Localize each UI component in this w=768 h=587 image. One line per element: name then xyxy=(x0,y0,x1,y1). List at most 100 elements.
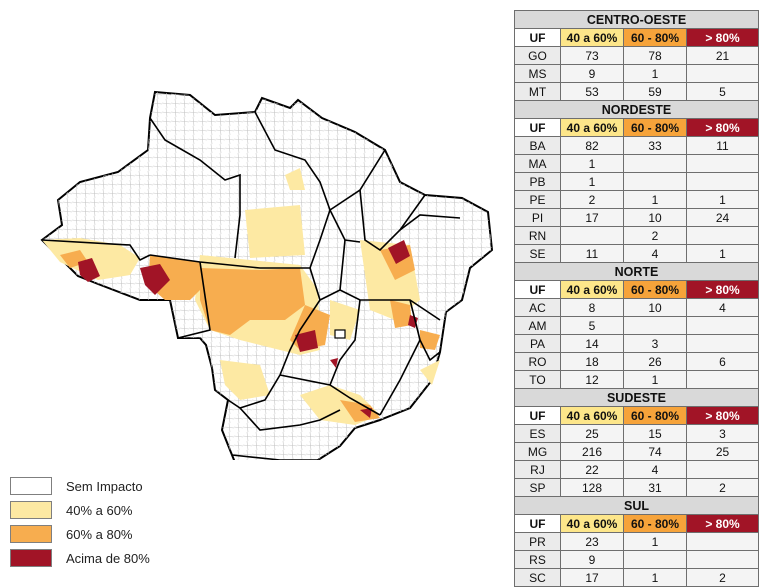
value-cell: 22 xyxy=(560,460,624,479)
value-cell: 1 xyxy=(686,190,759,209)
value-cell: 1 xyxy=(623,568,687,587)
value-cell: 11 xyxy=(686,136,759,155)
uf-cell: TO xyxy=(514,370,561,389)
uf-impact-table: CENTRO-OESTE UF 40 a 60% 60 - 80% > 80% GO 7… xyxy=(514,10,759,587)
legend-item-sem-impacto: Sem Impacto xyxy=(10,474,150,498)
uf-cell: PE xyxy=(514,190,561,209)
uf-cell: MT xyxy=(514,82,561,101)
value-cell xyxy=(623,550,687,569)
header-uf: UF xyxy=(514,118,561,137)
value-cell xyxy=(623,316,687,335)
value-cell: 2 xyxy=(686,478,759,497)
value-cell: 17 xyxy=(560,208,624,227)
value-cell: 2 xyxy=(560,190,624,209)
value-cell xyxy=(560,226,624,245)
uf-cell: RO xyxy=(514,352,561,371)
value-cell: 26 xyxy=(623,352,687,371)
legend-swatch xyxy=(10,501,52,519)
header-60-80: 60 - 80% xyxy=(623,118,687,137)
header-uf: UF xyxy=(514,280,561,299)
header-60-80: 60 - 80% xyxy=(623,406,687,425)
value-cell: 1 xyxy=(623,532,687,551)
value-cell: 78 xyxy=(623,46,687,65)
value-cell: 216 xyxy=(560,442,624,461)
uf-cell: PI xyxy=(514,208,561,227)
value-cell: 6 xyxy=(686,352,759,371)
header-uf: UF xyxy=(514,514,561,533)
value-cell: 4 xyxy=(623,460,687,479)
header-40-60: 40 a 60% xyxy=(560,280,624,299)
uf-cell: AC xyxy=(514,298,561,317)
table-row: GO 73 78 21 xyxy=(514,46,759,65)
table-row: TO 12 1 xyxy=(514,370,759,389)
region-title: CENTRO-OESTE xyxy=(514,10,759,29)
table-row: MA 1 xyxy=(514,154,759,173)
value-cell: 18 xyxy=(560,352,624,371)
region-title: SUDESTE xyxy=(514,388,759,407)
table-row: PB 1 xyxy=(514,172,759,191)
state-borders xyxy=(41,111,461,460)
value-cell: 33 xyxy=(623,136,687,155)
value-cell: 5 xyxy=(686,82,759,101)
uf-cell: MA xyxy=(514,154,561,173)
value-cell: 1 xyxy=(560,172,624,191)
table-row: MG 216 74 25 xyxy=(514,442,759,461)
value-cell: 3 xyxy=(686,424,759,443)
table-row: SC 17 1 2 xyxy=(514,568,759,587)
value-cell: 74 xyxy=(623,442,687,461)
table-row: AC 8 10 4 xyxy=(514,298,759,317)
value-cell: 23 xyxy=(560,532,624,551)
table-row: PA 14 3 xyxy=(514,334,759,353)
value-cell: 1 xyxy=(560,154,624,173)
value-cell: 82 xyxy=(560,136,624,155)
legend-item-40-60: 40% a 60% xyxy=(10,498,150,522)
header-40-60: 40 a 60% xyxy=(560,118,624,137)
region-header-row: CENTRO-OESTE xyxy=(514,10,759,29)
value-cell: 11 xyxy=(560,244,624,263)
region-title: NORTE xyxy=(514,262,759,281)
region-tables: CENTRO-OESTE UF 40 a 60% 60 - 80% > 80% GO 7… xyxy=(514,10,759,587)
value-cell: 9 xyxy=(560,550,624,569)
table-row: MS 9 1 xyxy=(514,64,759,83)
map-legend: Sem Impacto 40% a 60% 60% a 80% Acima de… xyxy=(10,474,150,570)
value-cell: 2 xyxy=(686,568,759,587)
header-40-60: 40 a 60% xyxy=(560,406,624,425)
table-row: RN 2 xyxy=(514,226,759,245)
header-above-80: > 80% xyxy=(686,28,759,47)
table-row: PI 17 10 24 xyxy=(514,208,759,227)
uf-cell: AM xyxy=(514,316,561,335)
value-cell: 1 xyxy=(623,370,687,389)
value-cell: 31 xyxy=(623,478,687,497)
header-60-80: 60 - 80% xyxy=(623,514,687,533)
uf-cell: PB xyxy=(514,172,561,191)
uf-cell: MS xyxy=(514,64,561,83)
value-cell: 25 xyxy=(560,424,624,443)
value-cell: 3 xyxy=(623,334,687,353)
value-cell xyxy=(686,64,759,83)
value-cell: 8 xyxy=(560,298,624,317)
header-40-60: 40 a 60% xyxy=(560,28,624,47)
value-cell: 128 xyxy=(560,478,624,497)
value-cell: 25 xyxy=(686,442,759,461)
uf-cell: RN xyxy=(514,226,561,245)
value-cell xyxy=(686,370,759,389)
uf-cell: SP xyxy=(514,478,561,497)
value-cell: 1 xyxy=(686,244,759,263)
value-cell xyxy=(686,154,759,173)
legend-label: 60% a 80% xyxy=(66,526,133,542)
value-cell xyxy=(623,154,687,173)
header-above-80: > 80% xyxy=(686,280,759,299)
value-cell: 15 xyxy=(623,424,687,443)
header-uf: UF xyxy=(514,406,561,425)
header-40-60: 40 a 60% xyxy=(560,514,624,533)
impact-above-80-areas xyxy=(78,240,418,418)
uf-cell: BA xyxy=(514,136,561,155)
value-cell: 10 xyxy=(623,208,687,227)
value-cell: 59 xyxy=(623,82,687,101)
value-cell: 21 xyxy=(686,46,759,65)
column-header-row: UF 40 a 60% 60 - 80% > 80% xyxy=(514,118,759,137)
value-cell: 24 xyxy=(686,208,759,227)
table-row: PE 2 1 1 xyxy=(514,190,759,209)
value-cell: 14 xyxy=(560,334,624,353)
uf-cell: GO xyxy=(514,46,561,65)
